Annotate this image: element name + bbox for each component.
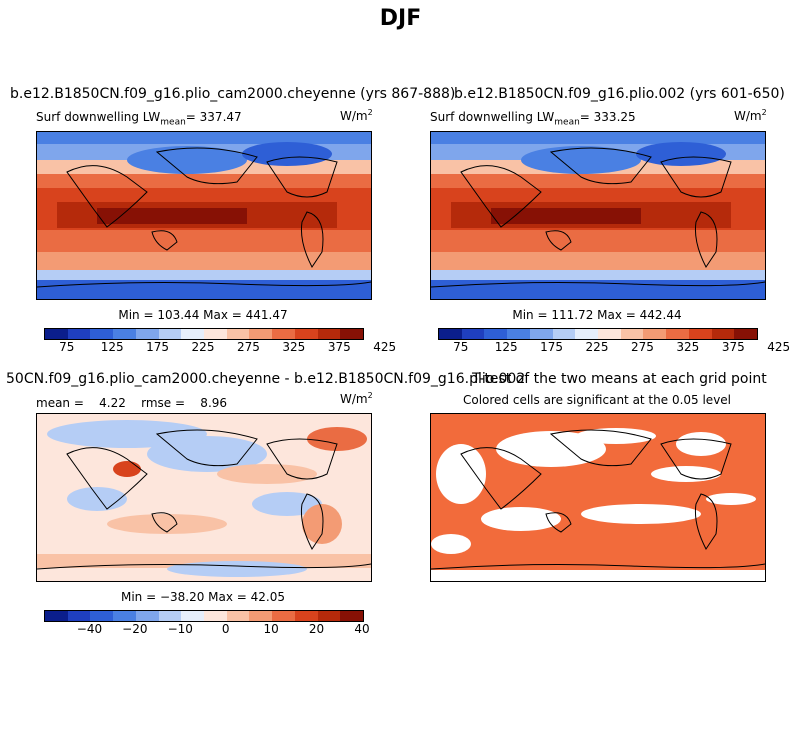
colorbar-swatch [158,329,182,339]
colorbar-swatch [688,329,712,339]
colorbar-swatch [204,329,227,339]
colorbar-tick-label: 75 [59,340,75,354]
panel3-colorbar [44,610,364,622]
colorbar-tick-label: 0 [221,622,230,636]
panel1-units: W/m2 [340,108,373,123]
panel1-colorbar [44,328,364,340]
panel4-map-field [431,414,765,581]
panel4-subtitle: Colored cells are significant at the 0.0… [462,393,732,407]
colorbar-swatch [461,329,485,339]
colorbar-swatch [90,611,114,621]
panel1-minmax: Min = 103.44 Max = 441.47 [118,308,288,322]
colorbar-swatch [204,611,227,621]
colorbar-swatch [734,329,758,339]
panel3-map [36,413,372,582]
colorbar-tick-label: 425 [373,340,397,354]
colorbar-tick-label: 40 [354,622,370,636]
colorbar-tick-label: 225 [585,340,609,354]
panel3-map-field [37,414,371,581]
colorbar-swatch [45,329,68,339]
colorbar-swatch [340,611,364,621]
colorbar-swatch [294,611,318,621]
panel2-map [430,131,766,300]
colorbar-swatch [158,611,182,621]
colorbar-tick-label: 175 [540,340,564,354]
colorbar-swatch [272,329,295,339]
colorbar-swatch [135,329,159,339]
colorbar-tick-label: 275 [236,340,260,354]
colorbar-tick-label: 425 [767,340,791,354]
panel1-subtitle: Surf downwelling LWmean= 337.47 [36,110,242,128]
colorbar-tick-label: 375 [721,340,745,354]
colorbar-swatch [529,329,553,339]
panel2-minmax: Min = 111.72 Max = 442.44 [512,308,682,322]
panel2-colorbar [438,328,758,340]
colorbar-swatch [484,329,508,339]
panel2-map-field [431,132,765,299]
colorbar-swatch [181,611,205,621]
colorbar-swatch [598,329,621,339]
panel2-units: W/m2 [734,108,767,123]
colorbar-swatch [45,611,68,621]
colorbar-swatch [272,611,295,621]
panel4-title: T-test of the two means at each grid poi… [472,371,767,387]
colorbar-swatch [294,329,318,339]
figure-title: DJF [379,6,422,31]
colorbar-swatch [439,329,462,339]
colorbar-swatch [643,329,667,339]
colorbar-tick-label: 325 [676,340,700,354]
colorbar-tick-label: −20 [122,622,148,636]
colorbar-swatch [226,329,250,339]
colorbar-swatch [317,329,341,339]
colorbar-swatch [113,329,136,339]
panel3-subtitle: mean = 4.22 rmse = 8.96 [36,396,228,410]
colorbar-swatch [249,611,273,621]
colorbar-swatch [67,329,91,339]
panel1-map [36,131,372,300]
colorbar-tick-label: 20 [308,622,325,636]
panel3-minmax: Min = −38.20 Max = 42.05 [120,590,286,604]
panel4-map [430,413,766,582]
colorbar-tick-label: 125 [100,340,124,354]
colorbar-tick-label: 75 [453,340,469,354]
colorbar-swatch [552,329,576,339]
colorbar-swatch [575,329,599,339]
colorbar-swatch [317,611,341,621]
colorbar-tick-label: 125 [494,340,518,354]
panel2-subtitle: Surf downwelling LWmean= 333.25 [430,110,636,128]
panel3-colorbar-ticks: −40 −20 −10 0 10 20 40 [44,622,370,636]
panel1-title: b.e12.B1850CN.f09_g16.plio_cam2000.cheye… [10,86,456,102]
panel3-units: W/m2 [340,391,373,406]
panel2-colorbar-ticks: 75 125 175 225 275 325 375 425 [438,340,790,354]
colorbar-swatch [340,329,364,339]
colorbar-tick-label: 375 [327,340,351,354]
colorbar-tick-label: 175 [146,340,170,354]
colorbar-tick-label: 10 [263,622,279,636]
colorbar-tick-label: 225 [191,340,215,354]
colorbar-swatch [181,329,205,339]
colorbar-swatch [135,611,159,621]
colorbar-swatch [226,611,250,621]
colorbar-swatch [507,329,530,339]
panel3-title: 50CN.f09_g16.plio_cam2000.cheyenne - b.e… [6,371,526,387]
colorbar-swatch [113,611,136,621]
colorbar-swatch [249,329,273,339]
panel1-map-field [37,132,371,299]
colorbar-swatch [711,329,735,339]
panel2-title: b.e12.B1850CN.f09_g16.plio.002 (yrs 601-… [454,86,785,102]
colorbar-swatch [620,329,644,339]
colorbar-tick-label: 275 [630,340,654,354]
panel1-colorbar-ticks: 75 125 175 225 275 325 375 425 [44,340,396,354]
colorbar-tick-label: 325 [282,340,306,354]
colorbar-swatch [666,329,689,339]
colorbar-swatch [90,329,114,339]
colorbar-tick-label: −40 [76,622,103,636]
colorbar-tick-label: −10 [167,622,193,636]
colorbar-swatch [67,611,91,621]
